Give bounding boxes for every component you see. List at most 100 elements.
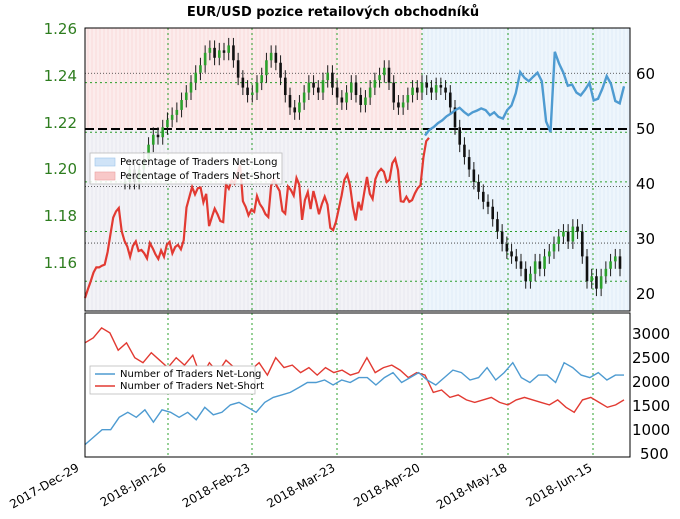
price-bar [557,236,561,244]
price-bar [354,82,358,96]
price-bar [359,95,363,105]
price-bar [378,75,381,81]
price-bar [458,127,462,145]
price-bar [255,82,259,93]
price-bar [585,256,589,282]
price-bar [208,47,212,53]
price-bar [505,243,509,252]
price-bar [241,77,245,88]
series-net-short-percent [83,137,430,299]
price-bar [425,82,429,88]
x-tick-label: 2017-Dec-29 [7,460,81,511]
tick-label: 20 [636,285,655,303]
price-bar [288,95,292,108]
price-bar [562,231,565,237]
y-axis-bottom: 3000 2500 2000 1500 1000 500 [632,325,670,463]
price-bar [552,243,556,252]
legend-box [89,365,256,395]
price-bar [364,97,367,105]
price-bar [180,99,183,110]
price-bar [194,72,198,83]
price-bar [590,276,594,282]
y-axis-left: 1.26 1.24 1.22 1.20 1.18 1.16 [44,20,77,272]
tick-label: 500 [640,445,669,463]
price-bar [217,50,221,58]
price-bar [321,80,325,93]
price-bar [340,97,344,103]
price-bar [481,191,485,202]
price-bar [345,92,348,103]
price-bar [510,251,513,257]
price-bar [222,50,226,53]
legend-swatch-net-short [94,171,116,181]
price-bar [411,87,414,96]
price-bar [524,268,528,282]
price-bar [538,261,542,269]
price-bar [147,144,150,160]
price-bar [613,256,617,262]
series-net-long-count [84,361,624,446]
price-bar [599,276,603,289]
x-tick-label: 2018-Apr-20 [351,460,422,509]
price-bar [293,107,297,113]
x-axis: 2017-Dec-29 2018-Jan-26 2018-Feb-23 2018… [7,460,594,512]
price-bar [203,52,207,66]
tick-label: 1500 [632,397,670,415]
price-bar [496,219,499,232]
tick-label: 1000 [632,421,670,439]
price-bar [406,95,410,103]
price-bars [123,37,622,297]
tick-label: 50 [636,120,655,138]
legend-top: Percentage of Traders Net-Long Percentag… [89,152,283,185]
price-bar [283,77,287,96]
price-bar [260,75,264,83]
tick-label: 30 [636,230,655,248]
price-bar [312,82,315,88]
tick-label: 2500 [632,349,670,367]
price-bar [175,109,179,115]
price-bar [274,52,278,63]
price-bar [316,87,320,93]
legend-bottom: Number of Traders Net-Long Number of Tra… [89,365,264,395]
price-bar [151,134,155,145]
price-bar [444,87,447,93]
x-tick-label: 2018-Feb-23 [180,460,253,510]
top-panel: 1.26 1.24 1.22 1.20 1.18 1.16 60 50 40 3… [44,20,655,312]
price-bar [236,60,240,78]
price-bar [401,102,405,108]
price-bar [269,52,273,61]
price-bar [349,82,353,93]
tick-label: 1.20 [44,160,77,178]
price-bar [618,256,622,269]
price-bar [265,60,268,76]
price-bar [397,102,400,108]
tick-label: 1.16 [44,254,77,272]
price-bar [448,92,452,108]
price-bar [232,45,235,61]
price-bar [161,127,165,138]
price-bar [500,231,504,244]
price-bar [463,144,466,158]
chart-title: EUR/USD pozice retailových obchodníků [187,5,479,20]
x-tick-label: 2018-May-18 [434,460,509,512]
price-bar [595,276,598,289]
price-bar [439,85,443,88]
price-bar [199,65,202,73]
price-bar [609,261,612,269]
x-tick-label: 2018-Jun-15 [524,460,595,509]
price-bar [387,67,391,83]
price-bar [382,67,386,76]
legend-swatch-net-long [94,157,116,167]
price-bar [491,206,495,220]
price-bar [368,87,372,98]
price-bar [331,72,334,88]
price-bar [571,226,575,242]
price-bar [279,62,282,78]
price-bar [250,92,254,96]
price-bar [514,256,518,262]
price-bar [189,82,193,93]
tick-label: 60 [636,65,655,83]
tick-label: 1.18 [44,207,77,225]
tick-label: 40 [636,175,655,193]
tick-label: 3000 [632,325,670,343]
